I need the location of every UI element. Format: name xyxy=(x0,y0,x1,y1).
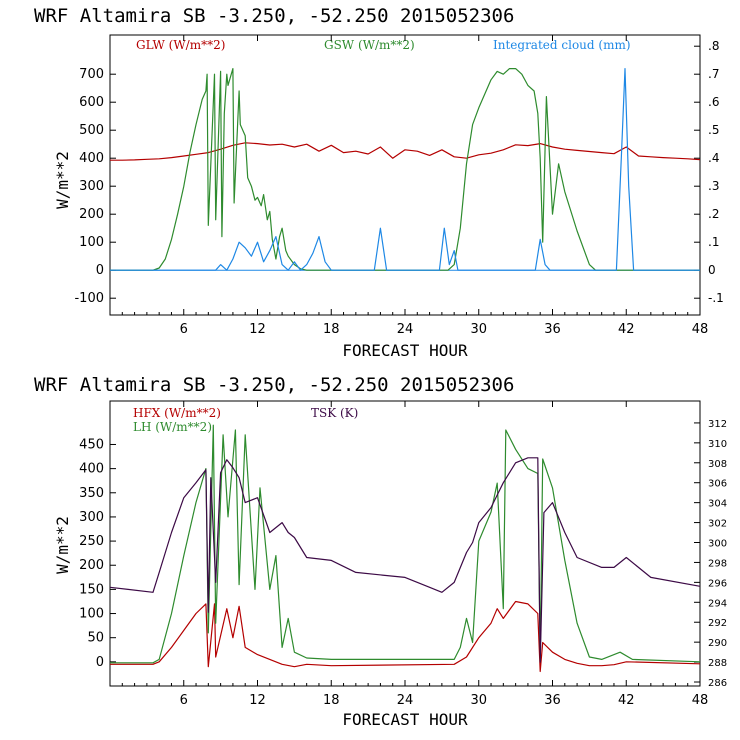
y2-tick-label: 286 xyxy=(708,678,727,689)
y2-tick-label: 308 xyxy=(708,459,727,470)
y-tick-label: 500 xyxy=(79,123,104,138)
legend-lh: LH (W/m**2) xyxy=(133,420,212,434)
y2-tick-label: -.1 xyxy=(708,291,724,305)
series-gsw-w-m-2 xyxy=(110,67,700,271)
y-tick-label: 200 xyxy=(79,207,104,222)
y2-tick-label: .5 xyxy=(708,123,719,137)
y2-tick-label: 300 xyxy=(708,539,727,550)
y-tick-label: 400 xyxy=(79,462,104,477)
x-tick-label: 30 xyxy=(470,693,487,708)
x-tick-label: 18 xyxy=(323,322,340,337)
y2-tick-label: 288 xyxy=(708,658,727,669)
x-tick-label: 12 xyxy=(249,693,266,708)
plot-frame xyxy=(109,400,701,687)
y2-tick-label: 302 xyxy=(708,519,727,530)
y2-tick-label: .6 xyxy=(708,95,719,109)
y2-tick-label: .4 xyxy=(708,151,719,165)
x-tick-label: 30 xyxy=(470,322,487,337)
chart-title: WRF Altamira SB -3.250, -52.250 20150523… xyxy=(34,5,514,27)
x-tick-label: 48 xyxy=(692,322,709,337)
y-tick-label: 600 xyxy=(79,95,104,110)
x-tick-label: 48 xyxy=(692,693,709,708)
legend-gsw: GSW (W/m**2) xyxy=(324,38,415,52)
y-tick-label: 50 xyxy=(87,631,104,646)
chart-bottom: WRF Altamira SB -3.250, -52.250 20150523… xyxy=(34,374,727,729)
y2-tick-label: 296 xyxy=(708,578,727,589)
y2-tick-label: 298 xyxy=(708,558,727,569)
series-hfx-w-m-2 xyxy=(110,600,701,673)
y-tick-label: 150 xyxy=(79,582,104,597)
x-tick-label: 6 xyxy=(180,693,188,708)
series-lh-w-m-2 xyxy=(110,424,701,664)
x-tick-label: 24 xyxy=(397,693,414,708)
y-tick-label: 0 xyxy=(96,263,104,278)
y-tick-label: 300 xyxy=(79,510,104,525)
y-tick-label: -100 xyxy=(74,291,104,306)
y-axis-label: W/m**2 xyxy=(53,516,72,574)
x-tick-label: 42 xyxy=(618,693,635,708)
y2-tick-label: 304 xyxy=(708,499,727,510)
y2-tick-label: .7 xyxy=(708,67,719,81)
x-tick-label: 24 xyxy=(397,322,414,337)
series-integrated-cloud-mm xyxy=(110,67,700,271)
y2-tick-label: .3 xyxy=(708,179,719,193)
y-tick-label: 300 xyxy=(79,179,104,194)
y-tick-label: 0 xyxy=(96,655,104,670)
legend-integrated-cloud: Integrated cloud (mm) xyxy=(493,38,631,52)
x-tick-label: 18 xyxy=(323,693,340,708)
y2-tick-label: .8 xyxy=(708,39,719,53)
legend-hfx: HFX (W/m**2) xyxy=(133,406,221,420)
y2-tick-label: 310 xyxy=(708,439,727,450)
x-tick-label: 6 xyxy=(180,322,188,337)
x-axis-label: FORECAST HOUR xyxy=(342,341,468,360)
y-tick-label: 100 xyxy=(79,235,104,250)
y2-tick-label: 292 xyxy=(708,618,727,629)
y-tick-label: 450 xyxy=(79,437,104,452)
y2-tick-label: 306 xyxy=(708,479,727,490)
x-tick-label: 36 xyxy=(544,322,561,337)
x-tick-label: 36 xyxy=(544,693,561,708)
y-tick-label: 250 xyxy=(79,534,104,549)
legend-glw: GLW (W/m**2) xyxy=(136,38,225,52)
plot-frame xyxy=(109,34,701,316)
y2-tick-label: .2 xyxy=(708,207,719,221)
y2-tick-label: 290 xyxy=(708,638,727,649)
series-glw-w-m-2 xyxy=(110,142,701,161)
series-tsk-k xyxy=(109,457,701,663)
y-tick-label: 400 xyxy=(79,151,104,166)
y-axis-label: W/m**2 xyxy=(53,151,72,209)
y2-tick-label: 294 xyxy=(708,598,727,609)
legend-tsk: TSK (K) xyxy=(311,406,358,420)
x-tick-label: 42 xyxy=(618,322,635,337)
x-axis-label: FORECAST HOUR xyxy=(342,710,468,729)
chart-top: WRF Altamira SB -3.250, -52.250 20150523… xyxy=(34,5,724,360)
y-tick-label: 200 xyxy=(79,558,104,573)
y-tick-label: 350 xyxy=(79,486,104,501)
chart-title: WRF Altamira SB -3.250, -52.250 20150523… xyxy=(34,374,514,396)
y2-tick-label: 0 xyxy=(708,263,716,277)
y-tick-label: 100 xyxy=(79,607,104,622)
x-tick-label: 12 xyxy=(249,322,266,337)
y-tick-label: 700 xyxy=(79,67,104,82)
y2-tick-label: 312 xyxy=(708,419,727,430)
y2-tick-label: .1 xyxy=(708,235,719,249)
